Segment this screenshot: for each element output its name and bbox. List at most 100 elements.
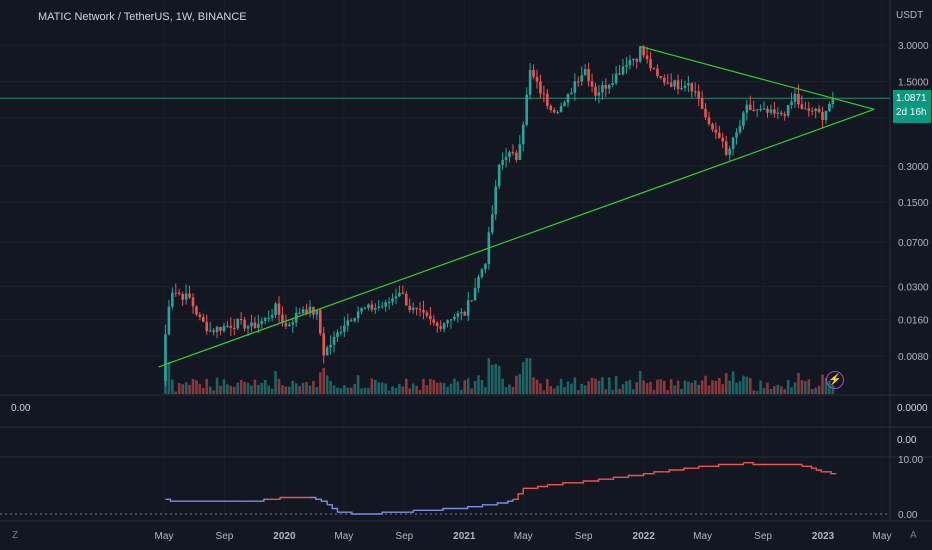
volume-bar <box>439 382 442 394</box>
candle-body <box>607 84 611 89</box>
volume-bar <box>731 371 735 394</box>
candle-body <box>267 317 270 319</box>
candle-body <box>597 92 601 96</box>
volume-bar <box>752 390 756 394</box>
candle-body <box>638 46 642 62</box>
volume-bar <box>821 374 824 394</box>
volume-bar <box>246 382 250 394</box>
candle-body <box>322 333 326 356</box>
volume-bar <box>556 385 559 394</box>
candle-body <box>542 93 546 95</box>
volume-bar <box>762 387 766 394</box>
candle-body <box>281 314 284 323</box>
candle-body <box>356 311 360 319</box>
volume-bar <box>748 378 752 394</box>
candle-body <box>570 92 573 95</box>
volume-bar <box>188 384 191 394</box>
candle-body <box>649 59 652 69</box>
volume-bar <box>305 381 308 394</box>
candle-body <box>666 82 670 84</box>
candle-body <box>728 148 731 155</box>
volume-bar <box>198 384 202 394</box>
volume-bar <box>587 381 590 394</box>
candle-body <box>239 319 243 321</box>
volume-bar <box>301 382 305 394</box>
candle-body <box>263 318 267 321</box>
indicator-line-segment <box>743 462 803 467</box>
volume-bar <box>202 387 205 394</box>
volume-bar <box>336 387 339 394</box>
volume-bar <box>611 389 614 394</box>
volume-bar <box>181 384 184 394</box>
candle-body <box>391 298 394 303</box>
candle-body <box>377 306 381 308</box>
volume-bar <box>411 383 415 394</box>
volume-bar <box>267 385 270 394</box>
price-axis-label: 0.3000 <box>898 162 929 173</box>
volume-bar <box>363 387 367 394</box>
candle-body <box>539 81 542 94</box>
candle-body <box>724 141 728 155</box>
volume-bar <box>243 381 246 394</box>
volume-bar <box>590 377 594 394</box>
goto-date-icon[interactable]: Z <box>12 530 19 541</box>
candle-body <box>718 132 721 138</box>
candle-body <box>466 300 470 316</box>
candle-body <box>779 112 783 115</box>
candle-body <box>697 91 700 99</box>
price-axis-label: 0.0080 <box>898 352 929 363</box>
indicator-line-segment <box>327 504 339 513</box>
candle-body <box>704 108 707 118</box>
candle-body <box>721 137 725 142</box>
candle-body <box>814 108 817 112</box>
candle-body <box>752 109 756 111</box>
candle-body <box>652 68 656 70</box>
lightning-icon[interactable]: ⚡ <box>826 371 844 389</box>
candle-body <box>587 69 590 82</box>
candle-body <box>229 325 233 328</box>
candle-body <box>504 157 508 160</box>
volume-bar <box>281 385 284 394</box>
volume-bar <box>542 390 546 394</box>
candle-body <box>580 75 584 82</box>
volume-bar <box>432 379 436 394</box>
time-axis-label: May <box>155 531 174 542</box>
candle-body <box>673 80 676 87</box>
volume-bar <box>576 390 580 394</box>
indicator-axis-label: 10.00 <box>898 455 923 466</box>
volume-bar <box>425 385 429 394</box>
candle-body <box>821 111 824 121</box>
volume-bar <box>759 380 762 394</box>
volume-bar <box>673 385 676 394</box>
indicator-line-segment <box>826 471 837 475</box>
candle-body <box>215 326 219 333</box>
candle-body <box>453 316 456 320</box>
volume-bars <box>164 358 835 394</box>
candle-body <box>398 292 401 297</box>
candle-body <box>284 322 288 327</box>
chart-title: MATIC Network / TetherUS, 1W, BINANCE <box>38 11 247 23</box>
last-price-tag: 1.0871 2d 16h <box>893 90 931 123</box>
volume-bar <box>779 386 783 394</box>
candle-body <box>463 312 467 316</box>
volume-bar <box>735 382 738 394</box>
candle-body <box>804 108 807 110</box>
candle-body <box>807 108 811 111</box>
candle-body <box>184 293 188 300</box>
volume-bar <box>415 385 418 394</box>
volume-bar <box>205 378 209 394</box>
volume-bar <box>804 381 807 394</box>
auto-scale-button[interactable]: A <box>910 530 917 541</box>
candle-body <box>360 308 363 312</box>
candle-body <box>291 322 295 325</box>
candle-body <box>473 287 477 301</box>
candle-body <box>305 309 308 314</box>
candle-body <box>301 309 305 314</box>
volume-bar <box>212 390 215 394</box>
volume-bar <box>817 385 821 394</box>
candle-body <box>831 98 835 105</box>
volume-bar <box>728 380 731 394</box>
time-axis-label: 2023 <box>812 531 835 542</box>
volume-bar <box>315 387 319 394</box>
